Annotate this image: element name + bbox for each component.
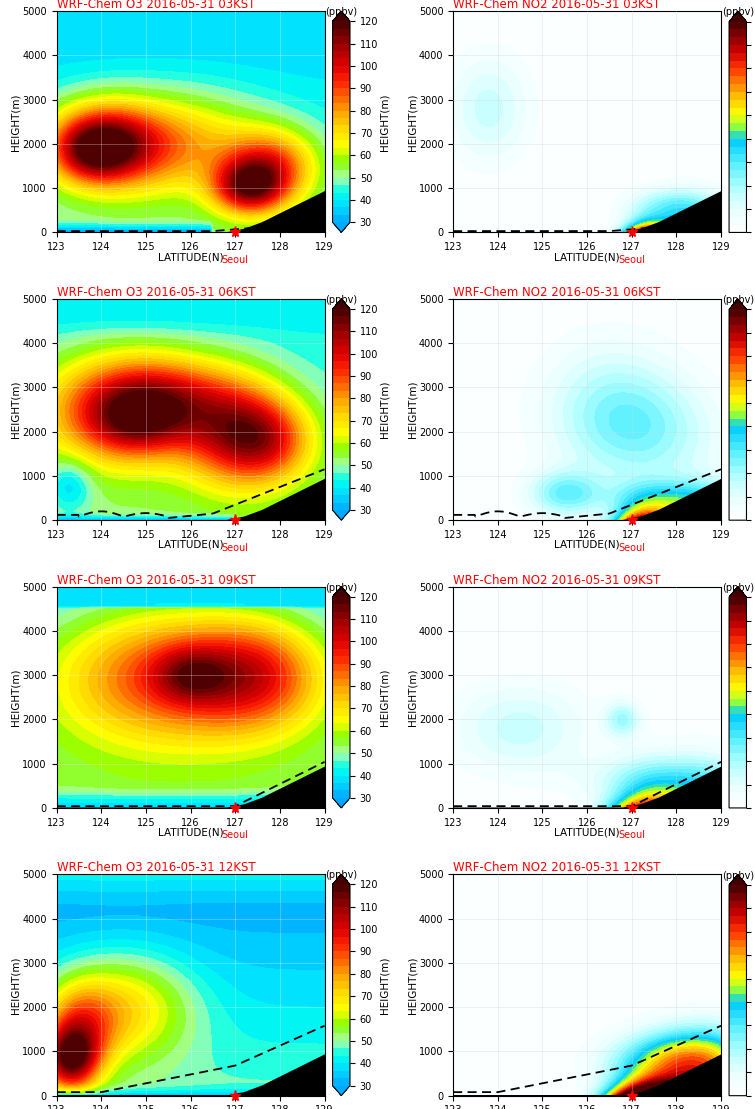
Y-axis label: HEIGHT(m): HEIGHT(m) — [408, 669, 418, 726]
X-axis label: LATITUDE(N): LATITUDE(N) — [554, 827, 620, 837]
Y-axis label: HEIGHT(m): HEIGHT(m) — [408, 380, 418, 438]
X-axis label: LATITUDE(N): LATITUDE(N) — [554, 252, 620, 262]
X-axis label: LATITUDE(N): LATITUDE(N) — [158, 827, 223, 837]
Y-axis label: HEIGHT(m): HEIGHT(m) — [11, 93, 21, 151]
Y-axis label: HEIGHT(m): HEIGHT(m) — [408, 93, 418, 151]
Text: Seoul: Seoul — [222, 255, 248, 265]
Text: WRF-Chem NO2 2016-05-31 03KST: WRF-Chem NO2 2016-05-31 03KST — [453, 0, 661, 11]
Text: Seoul: Seoul — [222, 831, 248, 841]
Text: Seoul: Seoul — [618, 831, 646, 841]
X-axis label: LATITUDE(N): LATITUDE(N) — [554, 540, 620, 550]
Y-axis label: HEIGHT(m): HEIGHT(m) — [408, 956, 418, 1014]
Text: Seoul: Seoul — [222, 542, 248, 552]
Text: WRF-Chem NO2 2016-05-31 12KST: WRF-Chem NO2 2016-05-31 12KST — [453, 862, 661, 874]
X-axis label: LATITUDE(N): LATITUDE(N) — [158, 252, 223, 262]
Text: WRF-Chem NO2 2016-05-31 06KST: WRF-Chem NO2 2016-05-31 06KST — [453, 286, 661, 298]
Text: WRF-Chem O3 2016-05-31 03KST: WRF-Chem O3 2016-05-31 03KST — [57, 0, 255, 11]
Text: WRF-Chem O3 2016-05-31 09KST: WRF-Chem O3 2016-05-31 09KST — [57, 573, 255, 587]
Y-axis label: HEIGHT(m): HEIGHT(m) — [11, 380, 21, 438]
Text: Seoul: Seoul — [618, 542, 646, 552]
Text: WRF-Chem O3 2016-05-31 12KST: WRF-Chem O3 2016-05-31 12KST — [57, 862, 255, 874]
Text: WRF-Chem O3 2016-05-31 06KST: WRF-Chem O3 2016-05-31 06KST — [57, 286, 255, 298]
Text: Seoul: Seoul — [618, 255, 646, 265]
Y-axis label: HEIGHT(m): HEIGHT(m) — [11, 669, 21, 726]
X-axis label: LATITUDE(N): LATITUDE(N) — [158, 540, 223, 550]
Y-axis label: HEIGHT(m): HEIGHT(m) — [11, 956, 21, 1014]
Text: WRF-Chem NO2 2016-05-31 09KST: WRF-Chem NO2 2016-05-31 09KST — [453, 573, 661, 587]
